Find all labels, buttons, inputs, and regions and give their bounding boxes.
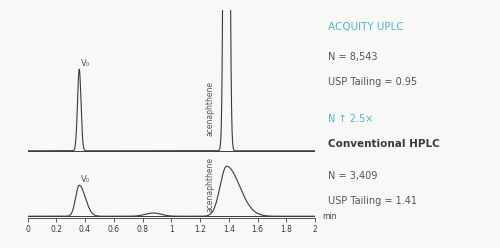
Text: USP Tailing = 0.95: USP Tailing = 0.95 [328,77,416,87]
Text: N ↑ 2.5×: N ↑ 2.5× [328,114,373,124]
Text: USP Tailing = 1.41: USP Tailing = 1.41 [328,196,416,206]
Text: acenaphthene: acenaphthene [206,157,214,212]
Text: V₀: V₀ [80,59,90,68]
Text: N = 8,543: N = 8,543 [328,52,377,62]
Text: ACQUITY UPLC: ACQUITY UPLC [328,22,403,32]
Text: Conventional HPLC: Conventional HPLC [328,139,440,149]
Text: V₀: V₀ [80,175,90,184]
Text: acenaphthene: acenaphthene [206,81,214,136]
Text: min: min [322,212,336,221]
Text: N = 3,409: N = 3,409 [328,171,377,181]
